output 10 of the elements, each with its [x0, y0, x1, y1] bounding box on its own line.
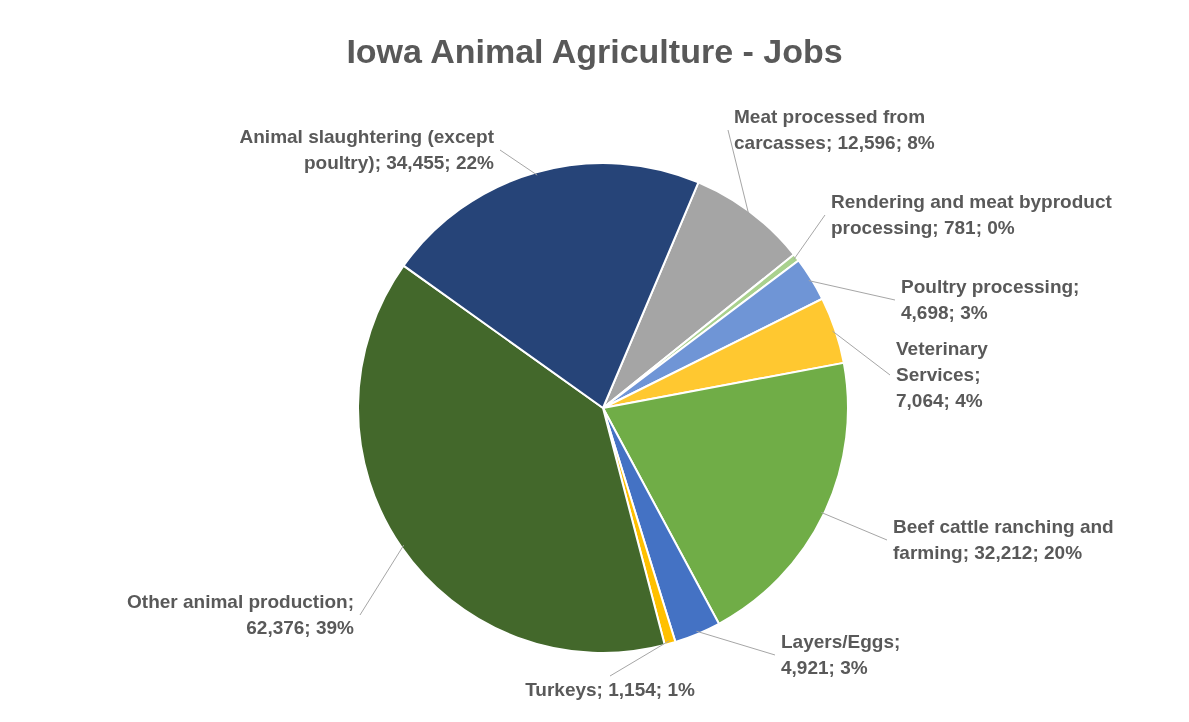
slice-label: Veterinary Services; 7,064; 4% [896, 338, 989, 411]
slice-label: Layers/Eggs; 4,921; 3% [781, 631, 901, 678]
slice-label: Poultry processing; 4,698; 3% [901, 276, 1080, 323]
chart-title: Iowa Animal Agriculture - Jobs [346, 32, 843, 70]
slice-label: Turkeys; 1,154; 1% [525, 679, 695, 700]
slice-label: Meat processed from carcasses; 12,596; 8% [734, 106, 935, 153]
slice-label: Other animal production; 62,376; 39% [127, 591, 355, 638]
slice-label: Beef cattle ranching and farming; 32,212; 20% [893, 516, 1114, 563]
slice-label: Rendering and meat byproduct processing; 781; 0% [831, 191, 1113, 238]
slice-label: Animal slaughtering (except poultry); 34,455; 22% [239, 126, 495, 173]
